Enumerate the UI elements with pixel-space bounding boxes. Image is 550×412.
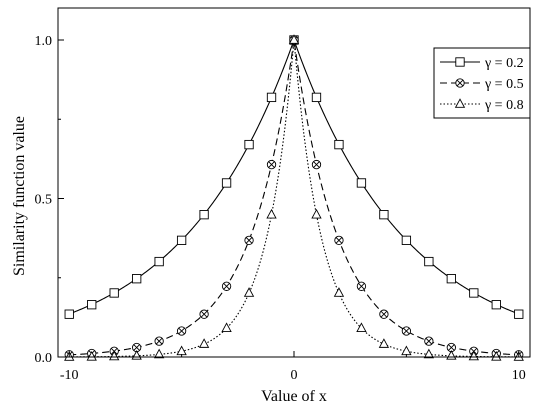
data-point — [311, 208, 322, 219]
legend: γ = 0.2 γ = 0.5 γ = 0.8 — [433, 47, 531, 119]
data-point — [266, 92, 277, 103]
legend-entry: γ = 0.2 — [484, 56, 524, 71]
data-point — [266, 208, 277, 219]
data-point — [176, 326, 187, 336]
data-point — [176, 235, 187, 245]
x-tick-label: 0 — [291, 368, 298, 383]
y-tick-label: 0.0 — [35, 351, 53, 366]
data-point — [356, 322, 367, 332]
data-point — [424, 256, 434, 267]
data-point — [221, 322, 232, 332]
data-point — [491, 350, 502, 361]
y-tick-label: 1.0 — [35, 34, 53, 49]
data-point — [199, 309, 209, 319]
legend-marker — [455, 78, 465, 88]
data-point — [266, 159, 277, 170]
data-point — [311, 92, 322, 103]
data-point — [87, 300, 97, 310]
data-point — [154, 336, 164, 346]
data-point — [333, 287, 345, 297]
data-point — [109, 350, 120, 361]
data-point — [334, 139, 344, 150]
data-point — [132, 342, 142, 353]
data-point — [356, 178, 367, 188]
x-axis-label: Value of x — [261, 388, 327, 405]
axes-layer: -10 0 10 0.0 0.5 1.0 — [35, 34, 526, 383]
data-point — [221, 281, 232, 291]
data-point — [288, 34, 300, 44]
data-point — [379, 210, 389, 220]
data-point — [356, 281, 367, 291]
data-point — [401, 235, 412, 245]
series-line — [69, 39, 519, 356]
data-point — [109, 288, 119, 298]
data-point — [423, 348, 435, 359]
y-axis-label: Similarity function value — [11, 116, 28, 276]
data-point — [64, 309, 74, 319]
data-point — [446, 350, 457, 360]
data-point — [311, 159, 322, 170]
x-tick-label: -10 — [60, 368, 79, 383]
data-point — [334, 235, 344, 245]
data-point — [244, 235, 254, 245]
legend-entry: γ = 0.8 — [484, 98, 524, 113]
data-point — [424, 336, 434, 346]
series-line — [69, 39, 519, 358]
data-point — [469, 288, 479, 298]
legend-marker — [454, 98, 466, 108]
data-point — [446, 342, 456, 353]
data-point — [514, 309, 524, 319]
legend-entry: γ = 0.5 — [484, 77, 524, 92]
data-point — [199, 210, 209, 220]
legend-box — [433, 47, 531, 119]
data-point — [401, 326, 412, 336]
data-point — [379, 309, 389, 319]
data-point — [491, 300, 501, 310]
data-point — [198, 338, 210, 348]
x-tick-label: 10 — [512, 368, 526, 383]
data-point — [86, 350, 97, 361]
data-point — [401, 345, 412, 356]
data-point — [244, 139, 254, 150]
data-point — [132, 274, 142, 284]
data-point — [446, 274, 456, 284]
y-tick-label: 0.5 — [35, 193, 53, 208]
legend-marker — [455, 57, 465, 67]
data-point — [131, 350, 142, 360]
data-point — [468, 350, 479, 361]
data-point — [154, 256, 164, 267]
data-point — [243, 287, 255, 297]
data-point — [378, 338, 390, 348]
data-point — [221, 178, 232, 188]
data-point — [153, 348, 165, 359]
